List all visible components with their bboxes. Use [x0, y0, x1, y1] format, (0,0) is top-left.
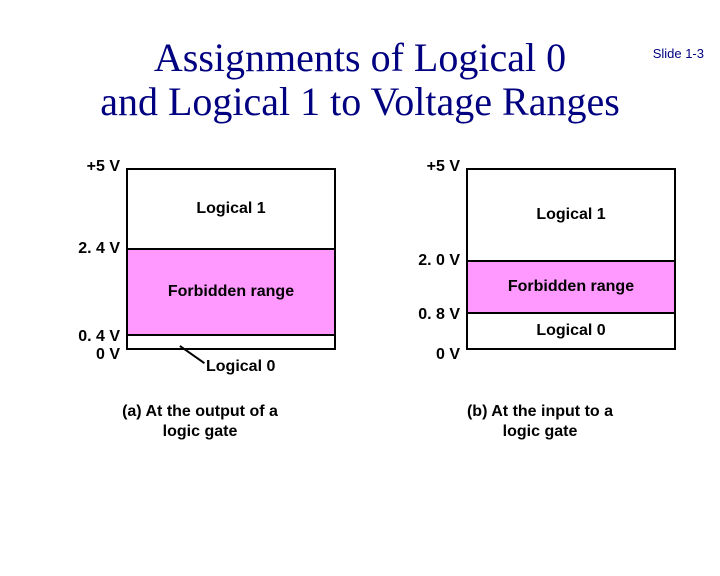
title-line-2: and Logical 1 to Voltage Ranges: [100, 79, 620, 124]
label-top-voltage-a: +5 V: [50, 158, 120, 176]
caption-a-line2: logic gate: [163, 423, 238, 440]
label-threshold-low-b: 0. 8 V: [390, 306, 460, 324]
voltage-bar-a: Logical 1 Forbidden range: [126, 168, 336, 350]
label-threshold-high-a: 2. 4 V: [50, 240, 120, 258]
segment-logical1-b: Logical 1: [468, 170, 674, 262]
caption-a: (a) At the output of a logic gate: [50, 402, 350, 442]
label-top-voltage-b: +5 V: [390, 158, 460, 176]
caption-b: (b) At the input to a logic gate: [390, 402, 690, 442]
voltage-bar-b: Logical 1 Forbidden range Logical 0: [466, 168, 676, 350]
slide-number: Slide 1-3: [653, 46, 704, 61]
label-logical0-a: Logical 0: [206, 358, 275, 376]
caption-b-line1: (b) At the input to a: [467, 403, 613, 420]
label-threshold-low-a: 0. 4 V: [50, 328, 120, 346]
segment-logical1-a: Logical 1: [128, 170, 334, 250]
diagrams-area: +5 V Logical 1 Forbidden range 2. 4 V 0.…: [0, 150, 720, 490]
label-zero-a: 0 V: [50, 346, 120, 364]
caption-b-line2: logic gate: [503, 423, 578, 440]
segment-logical0-b: Logical 0: [468, 314, 674, 350]
segment-logical0-a: [128, 336, 334, 350]
title-line-1: Assignments of Logical 0: [154, 35, 566, 80]
segment-forbidden-b: Forbidden range: [468, 262, 674, 314]
page-title: Assignments of Logical 0 and Logical 1 t…: [0, 36, 720, 124]
label-threshold-high-b: 2. 0 V: [390, 252, 460, 270]
caption-a-line1: (a) At the output of a: [122, 403, 278, 420]
segment-forbidden-a: Forbidden range: [128, 250, 334, 336]
label-zero-b: 0 V: [390, 346, 460, 364]
